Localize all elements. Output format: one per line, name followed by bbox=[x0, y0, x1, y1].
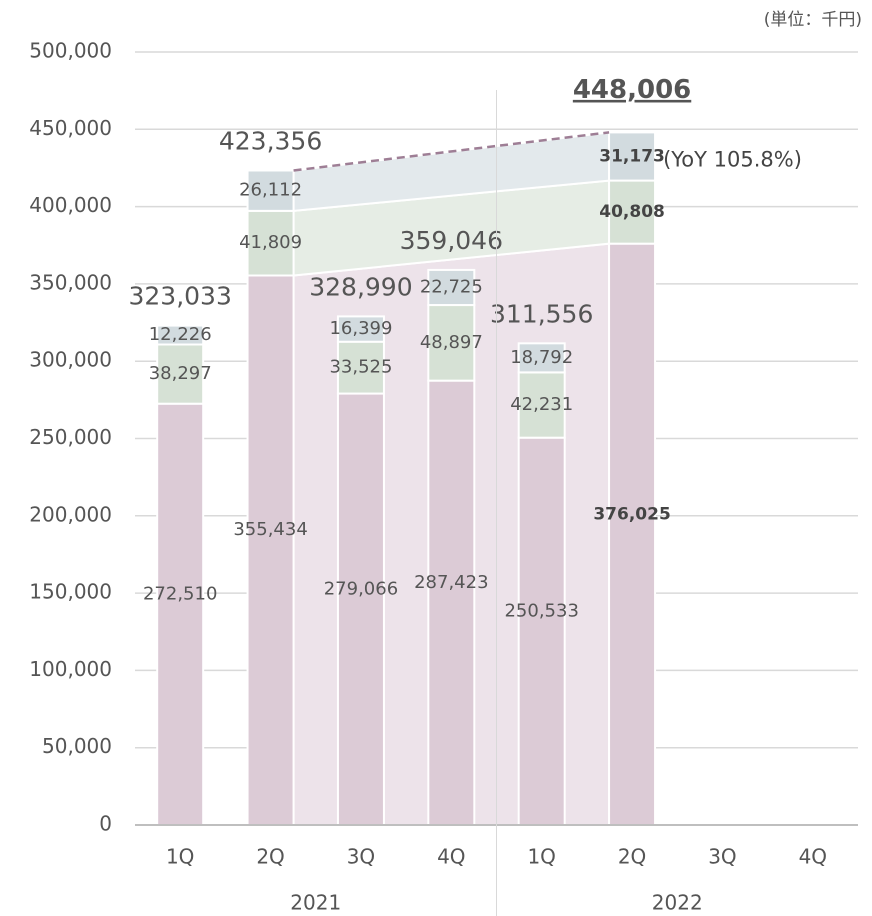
y-tick-label: 0 bbox=[99, 812, 112, 836]
total-label: 311,556 bbox=[490, 299, 593, 328]
segment-label: 42,231 bbox=[510, 394, 573, 415]
total-label: 359,046 bbox=[400, 226, 503, 255]
bar-segment bbox=[336, 315, 385, 343]
y-tick-label: 350,000 bbox=[29, 270, 112, 294]
bar-segment bbox=[156, 402, 205, 826]
segment-label: 16,399 bbox=[329, 318, 392, 339]
bar-segment bbox=[608, 242, 657, 826]
unit-note: (単位：千円) bbox=[764, 10, 862, 30]
bar-segment bbox=[427, 304, 476, 382]
segment-label: 26,112 bbox=[239, 180, 302, 201]
y-tick-label: 200,000 bbox=[29, 502, 112, 526]
segment-label: 279,066 bbox=[324, 578, 398, 599]
group-label: 2022 bbox=[652, 891, 703, 915]
y-tick-label: 100,000 bbox=[29, 657, 112, 681]
x-tick-label: 4Q bbox=[437, 845, 465, 869]
segment-label: 33,525 bbox=[329, 357, 392, 378]
segment-label: 18,792 bbox=[510, 347, 573, 368]
bar-segment bbox=[246, 209, 295, 277]
y-tick-label: 500,000 bbox=[29, 39, 112, 63]
segment-label: 48,897 bbox=[420, 332, 483, 353]
bar-segment bbox=[246, 274, 295, 826]
bar-segment bbox=[608, 131, 657, 182]
segment-label: 22,725 bbox=[420, 276, 483, 297]
total-label: 323,033 bbox=[128, 282, 231, 311]
x-tick-label: 3Q bbox=[347, 845, 375, 869]
bar-segment bbox=[608, 179, 657, 245]
segment-label: 355,434 bbox=[233, 519, 307, 540]
segment-label: 287,423 bbox=[414, 572, 488, 593]
x-tick-label: 4Q bbox=[799, 845, 827, 869]
segment-label: 40,808 bbox=[599, 202, 665, 222]
y-tick-label: 250,000 bbox=[29, 425, 112, 449]
x-tick-label: 2Q bbox=[256, 845, 284, 869]
segment-label: 41,809 bbox=[239, 232, 302, 253]
segment-label: 250,533 bbox=[504, 600, 578, 621]
total-label: 448,006 bbox=[573, 75, 691, 105]
bar-segment bbox=[517, 436, 566, 826]
bar-segment bbox=[517, 371, 566, 439]
segment-label: 272,510 bbox=[143, 583, 217, 604]
group-label: 2021 bbox=[290, 891, 341, 915]
x-tick-label: 1Q bbox=[527, 845, 555, 869]
segment-label: 12,226 bbox=[149, 324, 212, 345]
segment-label: 376,025 bbox=[593, 504, 670, 524]
total-label: 328,990 bbox=[309, 272, 412, 301]
bar-segment bbox=[427, 268, 476, 307]
bar-segment bbox=[156, 324, 205, 346]
y-tick-label: 150,000 bbox=[29, 580, 112, 604]
bar-segment bbox=[246, 169, 295, 212]
y-tick-label: 450,000 bbox=[29, 116, 112, 140]
total-label: 423,356 bbox=[219, 126, 322, 155]
bar-segment bbox=[427, 379, 476, 826]
y-tick-label: 400,000 bbox=[29, 193, 112, 217]
bar-segment bbox=[517, 342, 566, 374]
x-tick-label: 2Q bbox=[618, 845, 646, 869]
x-tick-label: 1Q bbox=[166, 845, 194, 869]
yoy-connector bbox=[293, 131, 610, 172]
yoy-note: (YoY 105.8%) bbox=[663, 147, 802, 171]
y-tick-label: 50,000 bbox=[42, 734, 112, 758]
bar-segment bbox=[336, 392, 385, 826]
segment-label: 31,173 bbox=[599, 146, 665, 166]
x-tick-label: 3Q bbox=[708, 845, 736, 869]
y-tick-label: 300,000 bbox=[29, 348, 112, 372]
segment-label: 38,297 bbox=[149, 363, 212, 384]
